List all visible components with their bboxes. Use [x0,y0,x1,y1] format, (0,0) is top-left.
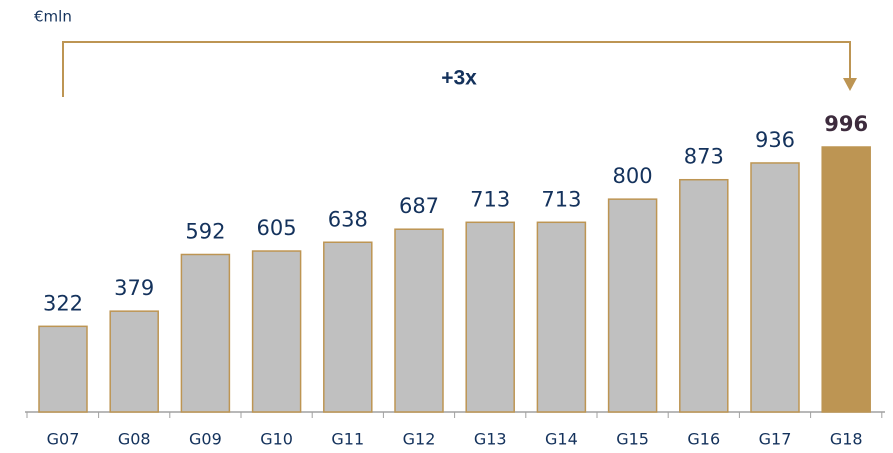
value-label: 592 [185,219,225,243]
bar [251,250,302,413]
x-tick-label: G16 [687,430,720,449]
bar [465,221,515,413]
value-label: 687 [399,194,439,218]
bar [38,325,88,413]
bar [750,162,800,413]
annotation: +3x [441,67,477,90]
value-label: 936 [755,128,795,152]
bar [180,253,231,413]
x-tick-label: G15 [616,430,649,449]
x-tick-label: G07 [47,430,80,449]
x-tick-label: G11 [331,430,364,449]
x-tick-label: G09 [189,430,222,449]
value-label: 379 [114,276,154,300]
unit-label: €mln [34,8,72,26]
value-label: 322 [43,291,83,315]
value-label: 713 [541,187,581,211]
value-label: 996 [824,112,868,136]
value-label: 638 [328,207,368,231]
arrow-head [843,78,857,91]
x-tick-label: G08 [118,430,151,449]
x-tick-label: G14 [545,430,578,449]
bar [607,198,658,413]
bracket [62,41,851,97]
x-tick-label: G17 [759,430,792,449]
bar [109,310,159,413]
x-tick-label: G10 [260,430,293,449]
bar [323,241,373,413]
x-tick-label: G18 [830,430,863,449]
x-tick-label: G13 [474,430,507,449]
bar [394,228,444,413]
value-label: 713 [470,187,510,211]
bar [821,146,871,413]
bar [679,178,729,413]
value-label: 873 [684,145,724,169]
x-tick-label: G12 [403,430,436,449]
value-label: 800 [613,164,653,188]
bar [536,221,587,413]
value-label: 605 [257,216,297,240]
